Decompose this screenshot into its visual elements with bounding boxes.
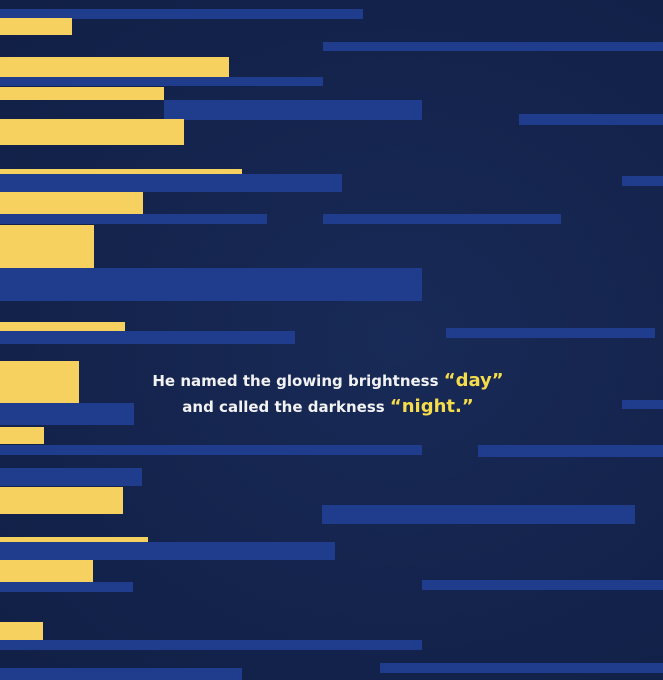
highlight-day: “day”	[443, 370, 504, 391]
yellow-stripe	[0, 560, 93, 582]
blue-stripe	[446, 328, 655, 338]
yellow-stripe	[0, 87, 164, 100]
blue-stripe	[0, 331, 295, 344]
blue-stripe	[622, 176, 663, 186]
blue-stripe	[323, 214, 561, 224]
caption-line-1: He named the glowing brightness “day”	[150, 368, 506, 394]
highlight-night: “night.”	[389, 396, 474, 417]
yellow-stripe	[0, 119, 184, 145]
blue-stripe	[0, 214, 267, 224]
blue-stripe	[0, 640, 422, 650]
yellow-stripe	[0, 225, 94, 268]
blue-stripe	[622, 400, 663, 409]
blue-stripe	[422, 580, 663, 590]
blue-stripe	[0, 582, 133, 592]
caption-line-2-text: and called the darkness	[182, 398, 390, 416]
blue-stripe	[0, 668, 242, 680]
blue-stripe	[519, 114, 663, 125]
yellow-stripe	[0, 622, 43, 640]
blue-stripe	[0, 9, 363, 19]
yellow-stripe	[0, 361, 79, 403]
yellow-stripe	[0, 169, 242, 174]
blue-stripe	[0, 542, 335, 560]
blue-stripe	[0, 403, 134, 425]
yellow-stripe	[0, 487, 123, 514]
caption-line-1-text: He named the glowing brightness	[152, 372, 444, 390]
blue-stripe	[0, 268, 422, 301]
blue-stripe	[323, 42, 663, 51]
blue-stripe	[0, 445, 422, 455]
blue-stripe	[322, 505, 635, 524]
yellow-stripe	[0, 427, 44, 444]
caption-line-2: and called the darkness “night.”	[150, 394, 506, 420]
yellow-stripe	[0, 18, 72, 35]
yellow-stripe	[0, 192, 143, 214]
blue-stripe	[0, 77, 323, 86]
blue-stripe	[478, 445, 663, 457]
yellow-stripe	[0, 57, 229, 77]
blue-stripe	[164, 100, 422, 120]
blue-stripe	[0, 174, 342, 192]
blue-stripe	[380, 663, 663, 673]
blue-stripe	[0, 468, 142, 486]
caption-text: He named the glowing brightness “day” an…	[150, 368, 506, 420]
yellow-stripe	[0, 322, 125, 331]
yellow-stripe	[0, 537, 148, 542]
